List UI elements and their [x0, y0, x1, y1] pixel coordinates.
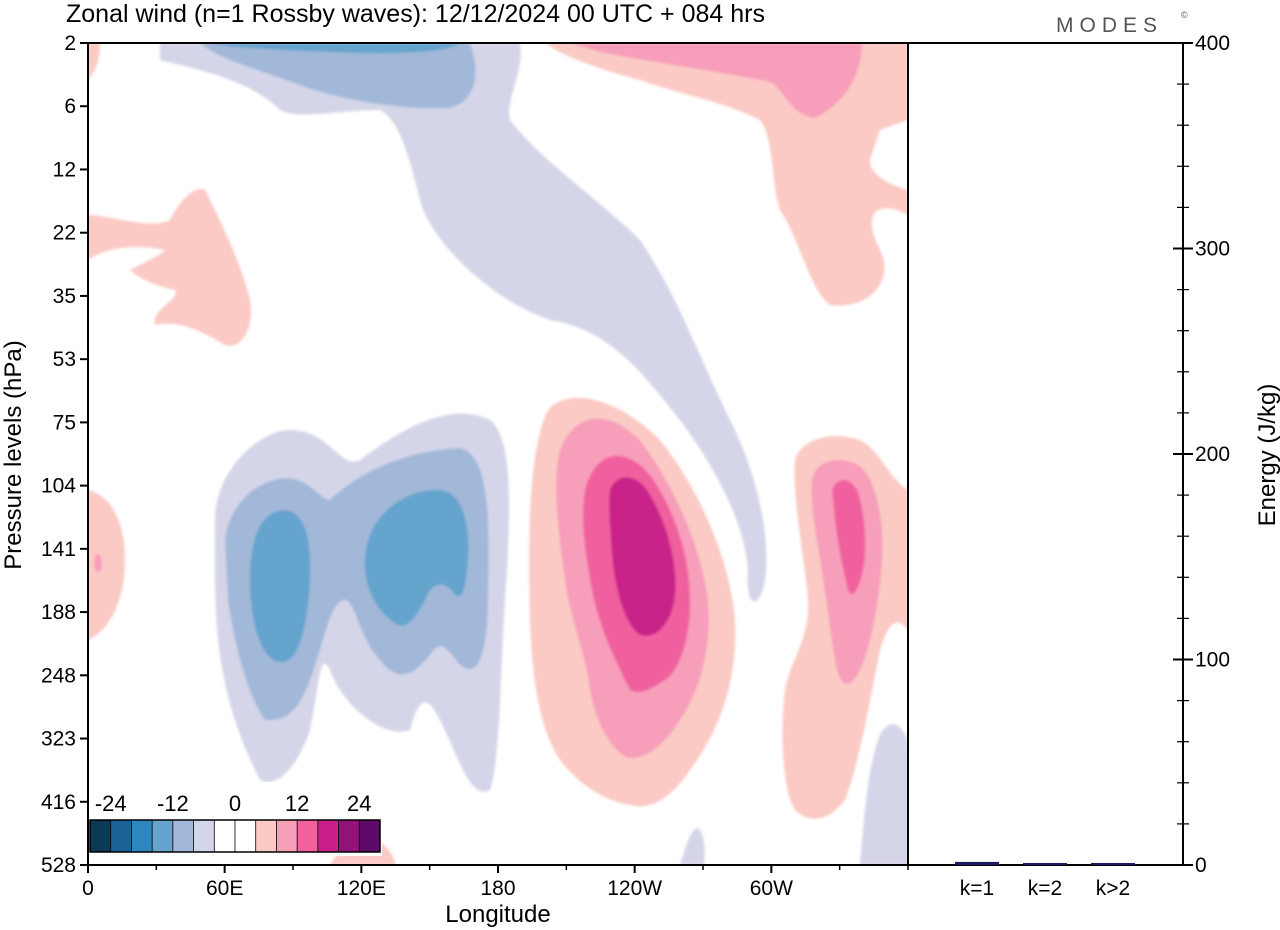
y-tick-label: 323	[41, 728, 76, 751]
colorbar-swatch	[90, 820, 112, 852]
energy-axis: 0 100 200 300 400	[1173, 32, 1230, 877]
pressure-axis: 2 6 12 22 35 53 75 104 141 188 248 323 416 528	[41, 32, 88, 877]
y-tick-label: 22	[53, 222, 76, 245]
contour-neg-lower-core-east	[364, 489, 469, 626]
colorbar-label: 12	[285, 791, 309, 816]
energy-bar	[1023, 863, 1067, 865]
contour-neg-bottom-right	[860, 724, 908, 865]
contour-neg-lower-core-west	[250, 510, 311, 663]
colorbar-label: -24	[95, 791, 127, 816]
energy-tick-label: 400	[1195, 32, 1230, 55]
x-tick-label: 120E	[337, 877, 386, 900]
y-tick-label: 75	[53, 411, 76, 434]
energy-bar-chart	[908, 42, 1184, 866]
y-tick-label: 416	[41, 791, 76, 814]
contour-pos-right-inner	[832, 480, 866, 595]
y-tick-label: 141	[41, 538, 76, 561]
x-tick-label: 120W	[607, 877, 662, 900]
y-tick-label: 53	[53, 348, 76, 371]
colorbar-label: 0	[229, 791, 241, 816]
colorbar-label: 24	[347, 791, 371, 816]
energy-bars: k=1 k=2 k>2	[955, 861, 1135, 900]
y-tick-label: 528	[41, 854, 76, 877]
contour-neg-upper-inner	[210, 43, 460, 54]
energy-tick-label: 200	[1195, 443, 1230, 466]
y-tick-label: 188	[41, 601, 76, 624]
energy-bar	[1091, 863, 1135, 865]
contour-upper-right-gap	[870, 120, 908, 190]
y-tick-label: 6	[64, 95, 76, 118]
colorbar-swatch	[317, 820, 340, 852]
contour-pos-left-edge	[88, 490, 125, 640]
energy-category-label: k=2	[1028, 877, 1062, 900]
colorbar-label: -12	[157, 791, 189, 816]
energy-tick-label: 300	[1195, 238, 1230, 261]
colorbar	[88, 782, 382, 856]
x-tick-label: 60W	[750, 877, 793, 900]
y-tick-label: 248	[41, 664, 76, 687]
colorbar-swatch	[131, 820, 153, 852]
chart-title: Zonal wind (n=1 Rossby waves): 12/12/202…	[66, 0, 765, 28]
energy-tick-label: 0	[1195, 854, 1207, 877]
y-tick-label: 35	[53, 285, 76, 308]
x-tick-label: 0	[82, 877, 94, 900]
colorbar-swatch	[152, 820, 174, 852]
colorbar-labels: -24 -12 0 12 24	[95, 791, 372, 816]
contour-field	[88, 43, 908, 865]
y-tick-label: 2	[64, 32, 76, 55]
colorbar-swatch	[338, 820, 360, 852]
energy-category-label: k=1	[960, 877, 994, 900]
contour-pos-upper-mid	[570, 43, 862, 118]
brand-logo: MODES	[1056, 14, 1163, 37]
contour-neg-upper-mid	[200, 43, 476, 109]
colorbar-swatch	[214, 820, 236, 852]
energy-axis-label: Energy (J/kg)	[1254, 384, 1280, 527]
colorbar-swatch	[235, 820, 257, 852]
colorbar-swatch	[172, 820, 195, 852]
x-axis-label: Longitude	[445, 901, 550, 928]
colorbar-swatch	[193, 820, 215, 852]
colorbar-swatch	[255, 820, 277, 852]
x-tick-label: 180	[480, 877, 515, 900]
y-tick-label: 104	[41, 475, 76, 498]
energy-tick-label: 100	[1195, 649, 1230, 672]
brand-copyright-mark: ©	[1181, 10, 1188, 20]
y-axis-label: Pressure levels (hPa)	[0, 340, 27, 569]
energy-category-label: k>2	[1096, 877, 1130, 900]
energy-bar	[955, 861, 999, 865]
x-tick-label: 60E	[206, 877, 243, 900]
colorbar-swatch	[110, 820, 132, 852]
contour-pos-left-upper	[88, 189, 251, 346]
contour-pos-left-top-edge	[88, 43, 100, 80]
colorbar-swatch	[297, 820, 319, 852]
colorbar-swatch	[276, 820, 298, 852]
longitude-axis: 0 60E 120E 180 120W 60W	[82, 865, 909, 900]
y-tick-label: 12	[53, 158, 76, 181]
colorbar-swatch	[359, 820, 381, 852]
contour-pos-lower-core	[609, 477, 676, 636]
contour-neg-upper-outer	[160, 43, 767, 602]
contour-neg-bottom-mid	[680, 828, 705, 865]
